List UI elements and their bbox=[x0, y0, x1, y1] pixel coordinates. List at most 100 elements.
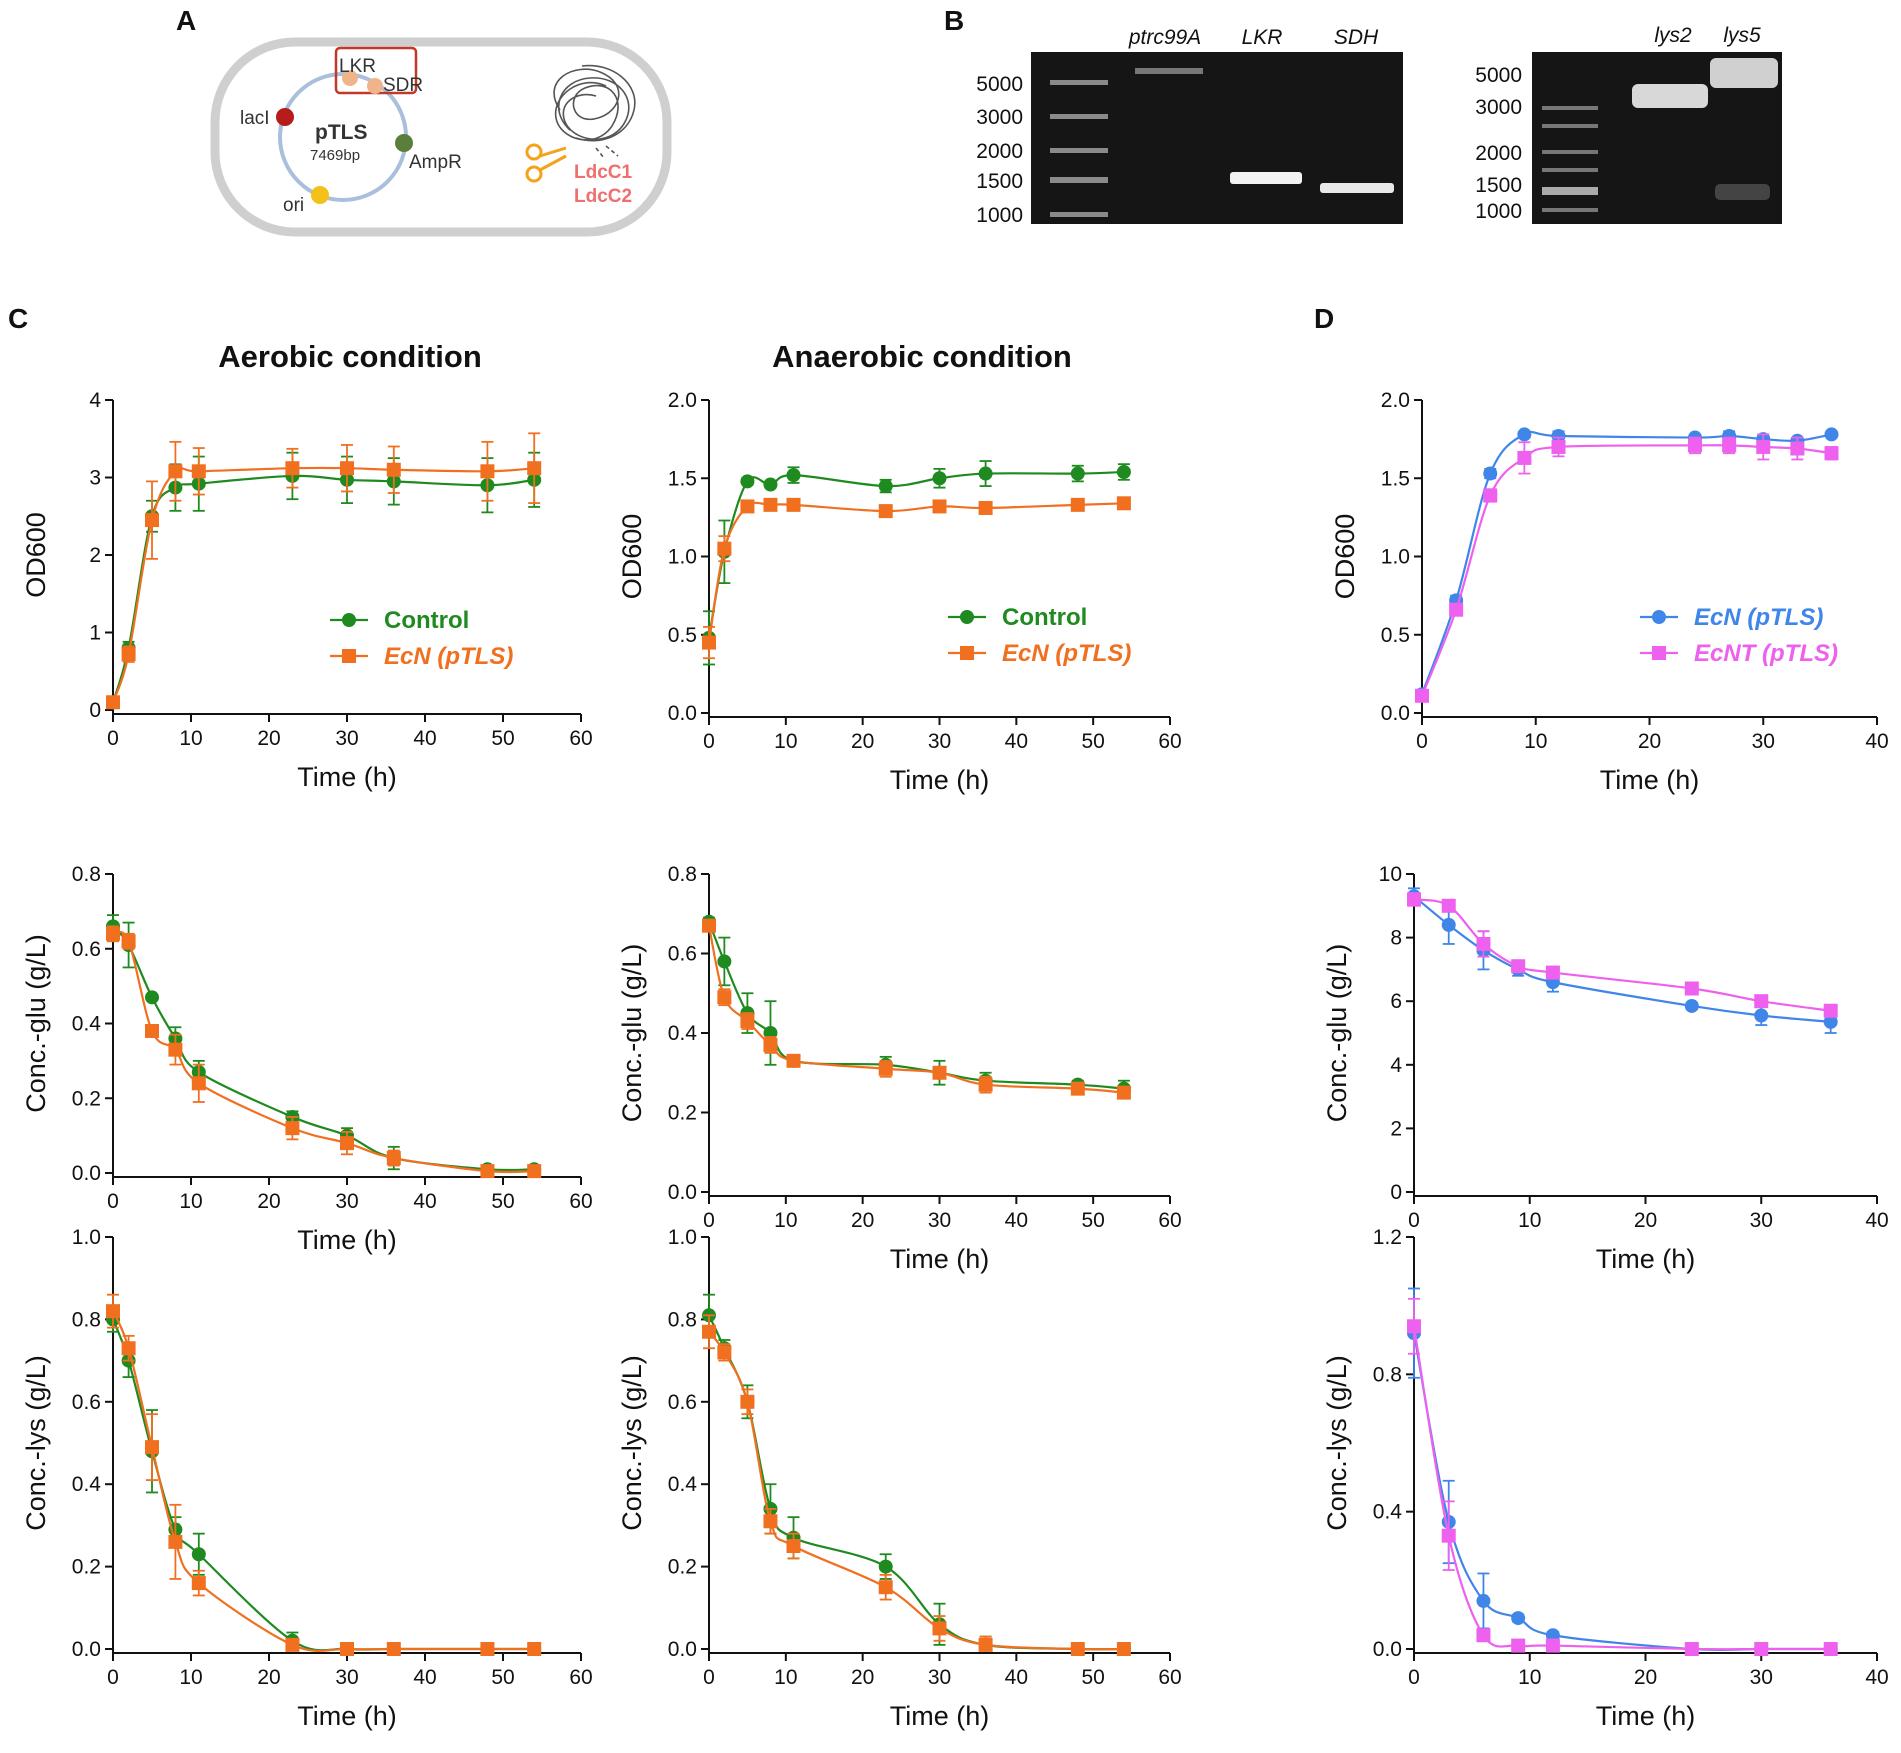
data-point bbox=[878, 1061, 893, 1076]
chart-d_glu: 0 10 20 30 40 0 2 4 6 8 10 Time (h) Conc.-glu (g/L) bbox=[1322, 863, 1889, 1274]
series-line bbox=[707, 925, 1124, 1094]
data-point bbox=[145, 990, 159, 1005]
data-point bbox=[763, 1514, 778, 1529]
y-axis-title: Conc.-glu (g/L) bbox=[1322, 944, 1352, 1123]
y-axis-title: Conc.-lys (g/L) bbox=[617, 1355, 647, 1531]
ladder-band bbox=[1050, 148, 1108, 153]
y-axis-title: Conc.-glu (g/L) bbox=[21, 934, 51, 1113]
x-tick-label: 50 bbox=[1081, 1209, 1104, 1232]
x-tick-label: 10 bbox=[774, 730, 797, 753]
data-point bbox=[1449, 602, 1464, 617]
data-point bbox=[740, 474, 755, 489]
data-point bbox=[1545, 965, 1560, 980]
data-point bbox=[106, 926, 120, 941]
legend-marker bbox=[960, 610, 974, 624]
gel-1 bbox=[1031, 52, 1403, 224]
series-line bbox=[708, 1314, 1124, 1651]
x-tick-label: 0 bbox=[703, 1666, 715, 1689]
y-tick-label: 4 bbox=[89, 389, 101, 412]
data-point bbox=[121, 647, 136, 662]
y-tick-label: 0.4 bbox=[1373, 1501, 1403, 1524]
series-1 bbox=[106, 1293, 542, 1656]
x-tick-label: 0 bbox=[107, 727, 119, 750]
ladder-band bbox=[1542, 187, 1598, 195]
y-tick-label: 0.5 bbox=[1381, 624, 1410, 647]
x-tick-label: 20 bbox=[257, 1190, 280, 1213]
data-point bbox=[702, 918, 716, 933]
gel2-marker-1500: 1500 bbox=[1475, 174, 1522, 197]
x-tick-label: 20 bbox=[851, 730, 874, 753]
y-tick-label: 0.4 bbox=[72, 1473, 102, 1496]
data-point bbox=[1070, 466, 1085, 481]
series-1 bbox=[702, 1314, 1131, 1656]
series-0 bbox=[1407, 887, 1838, 1034]
y-tick-label: 0.6 bbox=[72, 938, 101, 961]
data-point bbox=[527, 461, 542, 476]
data-point bbox=[106, 695, 120, 710]
data-point bbox=[1116, 496, 1131, 511]
data-point bbox=[717, 1345, 732, 1360]
x-tick-label: 40 bbox=[413, 1666, 436, 1689]
series-1 bbox=[702, 496, 1131, 660]
data-point bbox=[717, 541, 732, 556]
series-line bbox=[1420, 430, 1832, 695]
ladder-band bbox=[1050, 80, 1108, 85]
series-line bbox=[707, 470, 1124, 639]
legend-marker bbox=[342, 649, 356, 663]
ladder-band bbox=[1050, 212, 1108, 217]
y-tick-label: 2.0 bbox=[1381, 389, 1410, 412]
data-point bbox=[1407, 1319, 1421, 1334]
chart-c_aer_od: 0 10 20 30 40 50 60 0 1 2 3 4 Time (h) OD600 Control Ec… bbox=[21, 389, 593, 792]
y-tick-label: 8 bbox=[1390, 927, 1402, 950]
x-tick-label: 60 bbox=[1158, 1666, 1181, 1689]
data-point bbox=[740, 1394, 755, 1409]
y-tick-label: 0.6 bbox=[72, 1391, 101, 1414]
data-point bbox=[1824, 446, 1839, 461]
band-lys2 bbox=[1632, 84, 1708, 108]
x-tick-label: 30 bbox=[1750, 1666, 1773, 1689]
data-point bbox=[386, 1642, 401, 1656]
x-tick-label: 50 bbox=[491, 727, 514, 750]
data-point bbox=[191, 464, 206, 479]
data-point bbox=[786, 468, 801, 483]
y-tick-label: 0.4 bbox=[668, 1022, 698, 1045]
x-axis-title: Time (h) bbox=[297, 1701, 397, 1731]
x-tick-label: 10 bbox=[774, 1209, 797, 1232]
title-aerobic: Aerobic condition bbox=[218, 339, 482, 374]
data-point bbox=[191, 1076, 206, 1091]
ladder-band bbox=[1542, 106, 1598, 110]
data-point bbox=[1754, 994, 1769, 1009]
legend-label: Control bbox=[1002, 604, 1087, 631]
data-point bbox=[340, 1136, 354, 1151]
data-point bbox=[1441, 1528, 1456, 1543]
series-1 bbox=[1407, 892, 1838, 1018]
legend-label: EcNT (pTLS) bbox=[1694, 640, 1838, 667]
x-tick-label: 30 bbox=[928, 1666, 951, 1689]
data-point bbox=[1511, 1611, 1526, 1626]
y-tick-label: 2 bbox=[1390, 1117, 1402, 1140]
data-point bbox=[1476, 936, 1491, 951]
chart-c_aer_glu: 0 10 20 30 40 50 60 0.0 0.2 0.4 0.6 0.8 Time (h) Conc… bbox=[21, 863, 593, 1255]
band-sdh bbox=[1320, 183, 1394, 193]
data-point bbox=[1441, 898, 1456, 913]
y-tick-label: 0.5 bbox=[668, 624, 697, 647]
data-point bbox=[1441, 917, 1456, 932]
x-tick-label: 10 bbox=[179, 727, 202, 750]
legend-label: Control bbox=[384, 607, 469, 634]
series-0 bbox=[1407, 1287, 1838, 1656]
y-tick-label: 0.6 bbox=[668, 943, 697, 966]
x-tick-label: 20 bbox=[851, 1666, 874, 1689]
x-axis-title: Time (h) bbox=[890, 1701, 990, 1731]
data-point bbox=[168, 1042, 183, 1057]
ladder-band bbox=[1542, 124, 1598, 128]
data-point bbox=[168, 1534, 183, 1549]
series-0 bbox=[702, 914, 1131, 1098]
ori-dot bbox=[311, 186, 329, 204]
lane-sdh: SDH bbox=[1334, 26, 1379, 49]
gene-label-sdr: SDR bbox=[383, 75, 423, 96]
data-point bbox=[1545, 1638, 1560, 1653]
data-point bbox=[1407, 892, 1421, 907]
x-tick-label: 30 bbox=[1750, 1209, 1773, 1232]
knockout-ldcc1: LdcC1 bbox=[574, 162, 633, 183]
panel-letter-c: C bbox=[8, 303, 28, 334]
